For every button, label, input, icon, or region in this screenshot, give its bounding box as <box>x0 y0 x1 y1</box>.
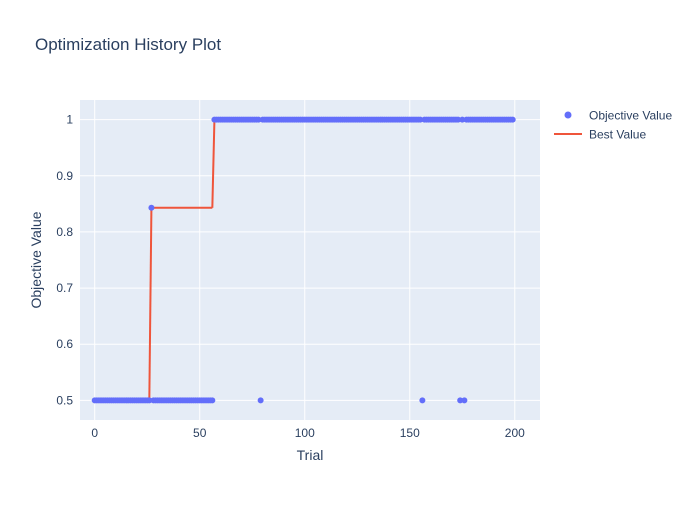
best-value-line-segment <box>211 119 216 208</box>
objective-value-point[interactable] <box>455 116 462 123</box>
plot-area[interactable] <box>80 100 540 420</box>
y-tick-label: 0.5 <box>56 393 73 407</box>
legend-item-best-value[interactable]: Best Value <box>554 128 646 142</box>
y-tick-label: 0.7 <box>56 281 73 295</box>
objective-value-point[interactable] <box>509 116 516 123</box>
objective-value-point[interactable] <box>209 397 216 404</box>
x-tick-label: 100 <box>295 426 315 440</box>
legend-label-objective-value: Objective Value <box>589 109 672 123</box>
x-axis-title: Trial <box>297 447 324 463</box>
best-value-line-segment <box>148 207 153 401</box>
legend-marker-objective-value <box>564 111 572 119</box>
objective-value-point[interactable] <box>417 116 424 123</box>
objective-value-point[interactable] <box>459 116 466 123</box>
chart-title: Optimization History Plot <box>35 35 221 54</box>
objective-value-point[interactable] <box>419 397 426 404</box>
legend-label-best-value: Best Value <box>589 128 646 142</box>
objective-value-series <box>91 116 516 404</box>
x-axis-ticks: 0 50 100 150 200 <box>91 426 525 440</box>
legend: Objective Value Best Value <box>554 109 672 142</box>
y-tick-label: 0.6 <box>56 337 73 351</box>
objective-value-point[interactable] <box>457 397 464 404</box>
objective-value-point[interactable] <box>146 397 153 404</box>
y-tick-label: 0.8 <box>56 225 73 239</box>
legend-item-objective-value[interactable]: Objective Value <box>564 109 673 123</box>
objective-value-point[interactable] <box>257 397 264 404</box>
x-tick-label: 200 <box>505 426 525 440</box>
objective-value-point[interactable] <box>461 397 468 404</box>
objective-value-point[interactable] <box>255 116 262 123</box>
objective-value-point[interactable] <box>148 204 155 211</box>
y-tick-label: 1 <box>66 113 73 127</box>
y-axis-ticks: 0.5 0.6 0.7 0.8 0.9 1 <box>56 113 73 408</box>
y-axis-title: Objective Value <box>28 211 44 308</box>
x-tick-label: 0 <box>91 426 98 440</box>
x-tick-label: 150 <box>400 426 420 440</box>
y-tick-label: 0.9 <box>56 169 73 183</box>
x-tick-label: 50 <box>193 426 207 440</box>
